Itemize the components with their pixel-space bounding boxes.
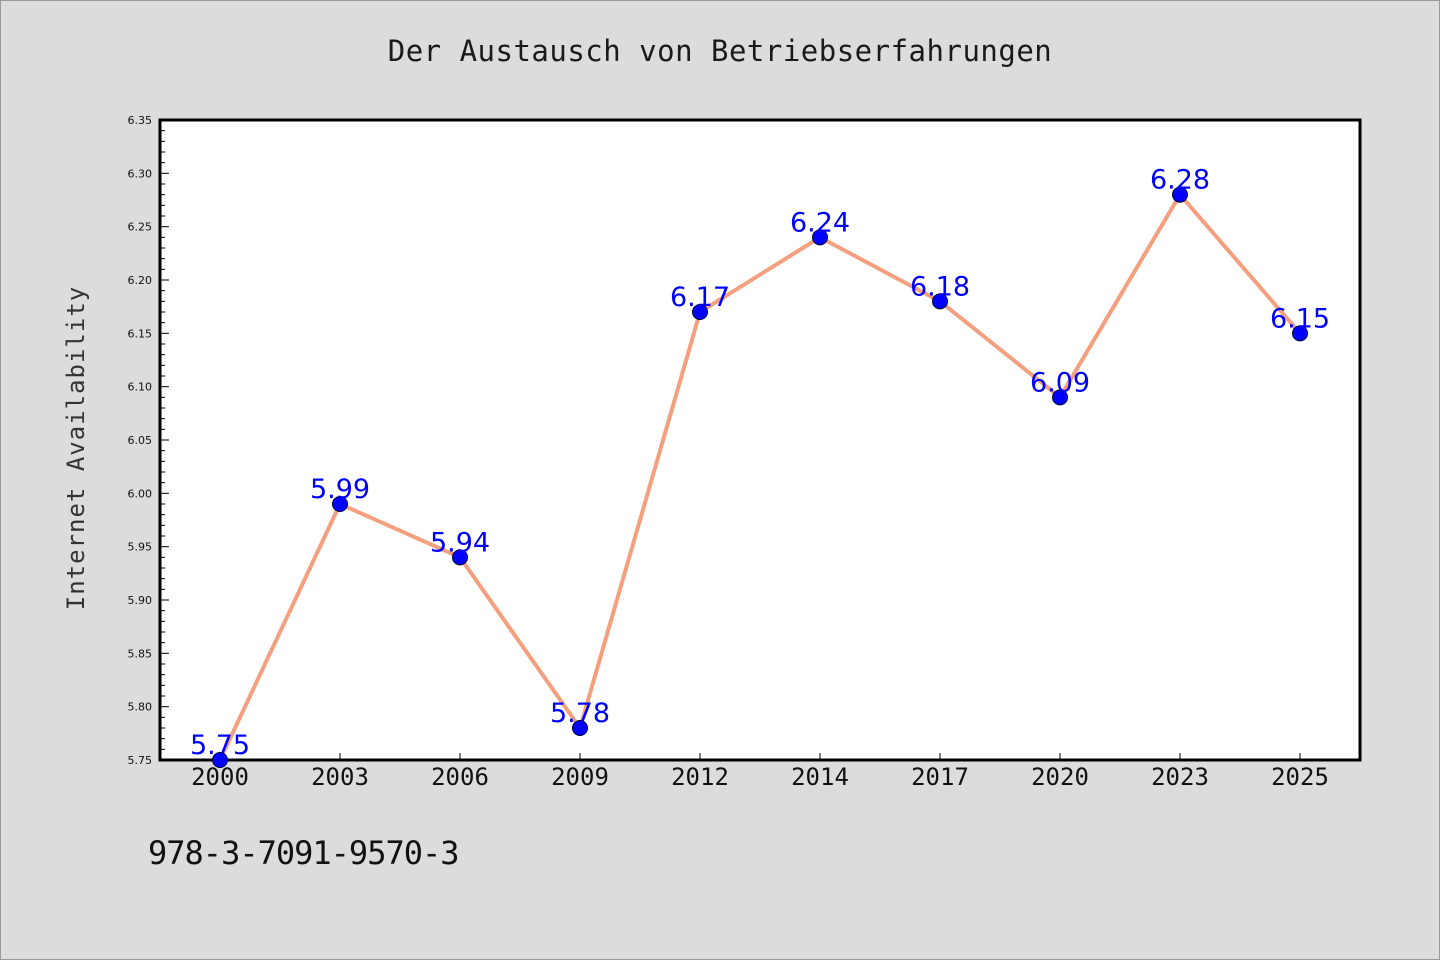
data-value-label: 6.15 [1270,303,1330,334]
data-point-marker [932,293,948,310]
x-axis-ticks: 2000 2003 2006 2009 2012 2014 2017 2020 2023 2025 [191,753,1329,791]
data-value-label: 6.09 [1030,367,1090,398]
data-point-marker [1292,325,1308,342]
y-tick-label: 6.30 [128,167,153,180]
y-tick-label: 5.80 [128,701,153,714]
data-point-marker [812,229,828,246]
y-tick-label: 6.00 [128,487,153,500]
series-lines [218,192,1302,762]
x-tick-label: 2020 [1031,763,1089,791]
data-value-label: 6.28 [1150,165,1210,196]
data-point-marker [1052,389,1068,406]
y-tick-label: 6.10 [128,381,153,394]
x-tick-label: 2006 [431,763,489,791]
y-tick-label: 5.90 [128,594,153,607]
y-tick-label: 6.35 [128,114,153,127]
data-point-marker [212,752,228,768]
y-tick-label: 6.05 [128,434,153,447]
x-tick-label: 2023 [1151,763,1209,791]
plot-area [158,118,1362,762]
x-tick-label: 2012 [671,763,729,791]
x-tick-label: 2003 [311,763,369,791]
data-labels: 5.75 5.99 5.94 5.78 6.17 6.24 6.18 6.09 6.28 6.15 [190,165,1330,761]
data-value-label: 5.99 [310,474,370,505]
data-value-label: 5.94 [430,527,490,558]
y-tick-label: 6.15 [128,327,153,340]
data-point-marker [452,549,468,566]
y-tick-label: 5.85 [128,647,153,660]
data-value-label: 5.75 [190,730,250,761]
data-value-label: 5.78 [550,698,610,729]
y-tick-label: 5.75 [128,754,153,767]
y-axis-ticks: 5.75 5.80 5.85 5.90 5.95 6.00 6.05 6.10 6.15 6.20… [128,114,169,767]
data-point-marker [332,496,348,512]
x-tick-label: 2009 [551,763,609,791]
series-line [218,192,1302,762]
x-tick-label: 2025 [1271,763,1329,791]
data-value-label: 6.24 [790,207,850,238]
y-tick-label: 5.95 [128,541,153,554]
data-point-marker [1172,186,1188,203]
isbn-code: 978-3-7091-9570-3 [148,834,460,872]
data-point-marker [572,720,588,736]
data-value-label: 6.17 [670,282,730,313]
x-tick-label: 2017 [911,763,969,791]
data-value-label: 6.18 [910,271,970,302]
y-tick-label: 6.25 [128,221,153,234]
chart-title: Der Austausch von Betriebserfahrungen [387,34,1053,68]
data-markers [212,186,1308,768]
data-point-marker [692,304,708,320]
y-tick-label: 6.20 [128,274,153,287]
x-tick-label: 2014 [791,763,849,791]
